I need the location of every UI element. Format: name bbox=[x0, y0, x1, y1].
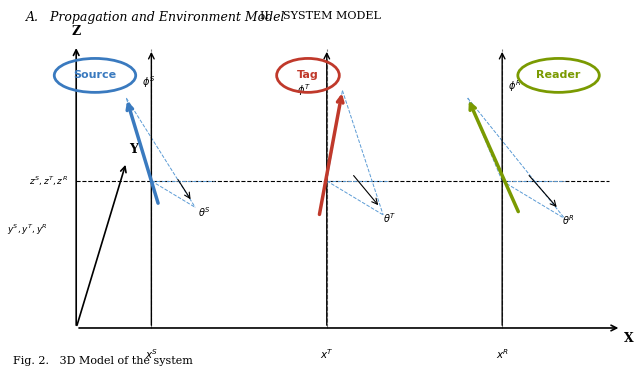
Text: $\theta^T$: $\theta^T$ bbox=[383, 211, 396, 225]
Text: Z: Z bbox=[72, 25, 81, 38]
Text: $\phi^T$: $\phi^T$ bbox=[298, 82, 311, 98]
Text: II.   SYSTEM MODEL: II. SYSTEM MODEL bbox=[260, 11, 380, 21]
Text: Fig. 2.   3D Model of the system: Fig. 2. 3D Model of the system bbox=[13, 356, 193, 366]
Text: Tag: Tag bbox=[297, 70, 319, 80]
Text: $x^S$: $x^S$ bbox=[145, 347, 158, 361]
Text: $x^T$: $x^T$ bbox=[320, 347, 333, 361]
Text: Reader: Reader bbox=[536, 70, 580, 80]
Text: A.   Propagation and Environment Model: A. Propagation and Environment Model bbox=[26, 11, 285, 24]
Text: $\theta^S$: $\theta^S$ bbox=[198, 205, 211, 219]
Text: $\theta^R$: $\theta^R$ bbox=[562, 213, 575, 227]
Text: $z^S, z^T, z^R$: $z^S, z^T, z^R$ bbox=[29, 174, 68, 188]
Text: X: X bbox=[625, 332, 634, 345]
Text: Y: Y bbox=[129, 144, 138, 156]
Text: $x^R$: $x^R$ bbox=[495, 347, 509, 361]
Text: $\phi^R$: $\phi^R$ bbox=[508, 78, 522, 94]
Text: $y^S, y^T, y^R$: $y^S, y^T, y^R$ bbox=[7, 223, 48, 237]
Text: Source: Source bbox=[74, 70, 116, 80]
Text: $\phi^S$: $\phi^S$ bbox=[141, 75, 155, 90]
